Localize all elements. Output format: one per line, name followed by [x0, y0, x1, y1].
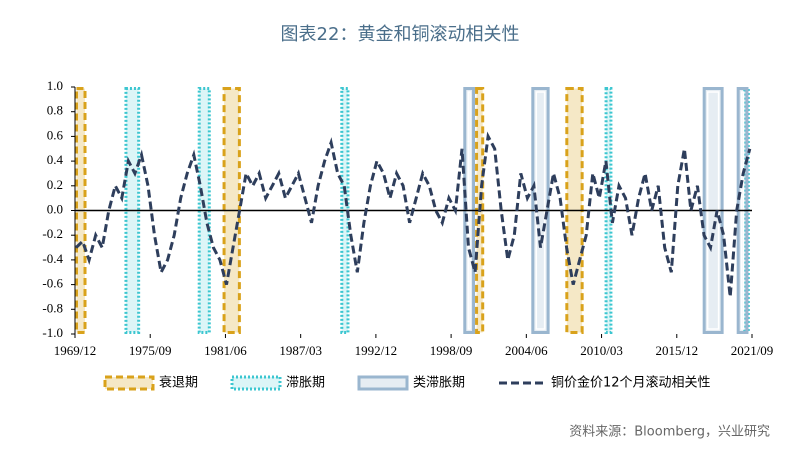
y-tick-label: -0.2	[42, 226, 63, 241]
x-tick-label: 1998/09	[430, 343, 473, 358]
x-tick-label: 1992/12	[355, 343, 398, 358]
legend-label: 铜价金价12个月滚动相关性	[551, 375, 711, 391]
legend-swatch	[230, 375, 282, 391]
y-tick-label: -0.8	[42, 300, 63, 315]
y-tick-label: 0.6	[47, 127, 64, 142]
y-tick-label: 0.4	[47, 152, 64, 167]
x-tick-label: 2010/03	[580, 343, 623, 358]
legend-swatch	[103, 375, 155, 391]
x-tick-label: 1975/09	[129, 343, 172, 358]
y-tick-label: -0.4	[42, 251, 63, 266]
y-tick-label: 0.2	[47, 177, 63, 192]
y-tick-label: 1.0	[47, 78, 63, 93]
x-tick-label: 1987/03	[279, 343, 322, 358]
legend-swatch	[357, 375, 409, 391]
x-tick-label: 1981/06	[204, 343, 247, 358]
x-tick-label: 2015/12	[655, 343, 698, 358]
y-tick-label: 0.0	[47, 201, 63, 216]
series-line	[74, 131, 752, 298]
legend-label: 类滞胀期	[413, 376, 465, 391]
y-tick-label: -0.6	[42, 276, 63, 291]
chart-title: 图表22：黄金和铜滚动相关性	[281, 24, 520, 45]
x-tick-label: 2021/09	[731, 343, 774, 358]
source: 资料来源：Bloomberg，兴业研究	[569, 425, 770, 440]
y-tick-label: -1.0	[42, 325, 63, 340]
x-tick-label: 1969/12	[54, 343, 97, 358]
legend-label: 滞胀期	[286, 376, 325, 391]
x-tick-label: 2004/06	[505, 343, 548, 358]
y-tick-label: 0.8	[47, 103, 63, 118]
legend-label: 衰退期	[159, 375, 198, 391]
